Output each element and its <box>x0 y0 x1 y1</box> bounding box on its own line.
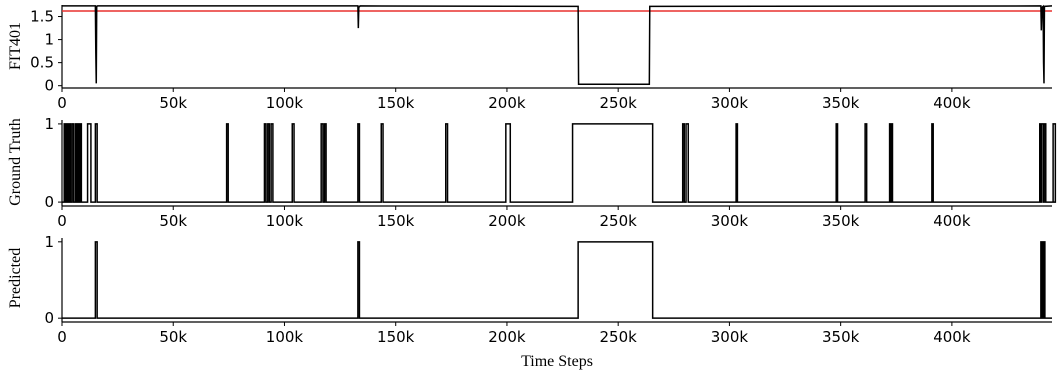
y-axis-label: Predicted <box>7 248 24 308</box>
x-tick-label: 150k <box>377 212 415 230</box>
panel-1: 0 0.5 1 1.5 0 50k 100k 150k 200k 250k 300k 350k 400k… <box>7 4 1053 112</box>
series-line-1 <box>62 4 1053 86</box>
y-axis-label: FIT401 <box>7 22 24 70</box>
x-tick-label: 200k <box>488 94 526 112</box>
panel-2: 0 1 0 50k 100k 150k 200k 250k 300k 350k 400k Ground… <box>7 115 1057 230</box>
y-tick-label: 0 <box>44 77 54 95</box>
x-tick-label: 50k <box>159 212 187 230</box>
x-tick-label: 250k <box>600 328 638 346</box>
x-tick-label: 300k <box>711 328 749 346</box>
x-tick-label: 400k <box>933 94 971 112</box>
x-tick-label: 100k <box>266 94 304 112</box>
x-tick-label: 0 <box>57 212 67 230</box>
x-tick-label: 50k <box>159 94 187 112</box>
x-tick-label: 0 <box>57 94 67 112</box>
x-tick-label: 350k <box>822 328 860 346</box>
x-tick-label: 250k <box>600 94 638 112</box>
y-axis-label: Ground Truth <box>7 118 24 206</box>
x-tick-label: 400k <box>933 328 971 346</box>
series-line-1 <box>62 123 1057 203</box>
y-tick-label: 1 <box>44 31 54 49</box>
x-tick-label: 400k <box>933 212 971 230</box>
x-tick-label: 100k <box>266 212 304 230</box>
x-tick-label: 50k <box>159 328 187 346</box>
x-tick-label: 300k <box>711 212 749 230</box>
x-tick-label: 350k <box>822 212 860 230</box>
panel-3: 0 1 0 50k 100k 150k 200k 250k 300k 350k 400k Predic… <box>7 233 1052 370</box>
x-tick-label: 0 <box>57 328 67 346</box>
y-tick-label: 0 <box>44 193 54 211</box>
x-tick-label: 100k <box>266 328 304 346</box>
series-line-1 <box>62 241 1052 319</box>
x-axis-label: Time Steps <box>521 353 593 370</box>
y-tick-label: 0 <box>44 309 54 327</box>
y-tick-label: 1 <box>44 115 54 133</box>
x-tick-label: 150k <box>377 94 415 112</box>
x-tick-label: 300k <box>711 94 749 112</box>
y-tick-label: 1 <box>44 233 54 251</box>
x-tick-label: 150k <box>377 328 415 346</box>
x-tick-label: 200k <box>488 212 526 230</box>
y-tick-label: 0.5 <box>30 54 54 72</box>
y-tick-label: 1.5 <box>30 8 54 26</box>
x-tick-label: 200k <box>488 328 526 346</box>
x-tick-label: 350k <box>822 94 860 112</box>
x-tick-label: 250k <box>600 212 638 230</box>
